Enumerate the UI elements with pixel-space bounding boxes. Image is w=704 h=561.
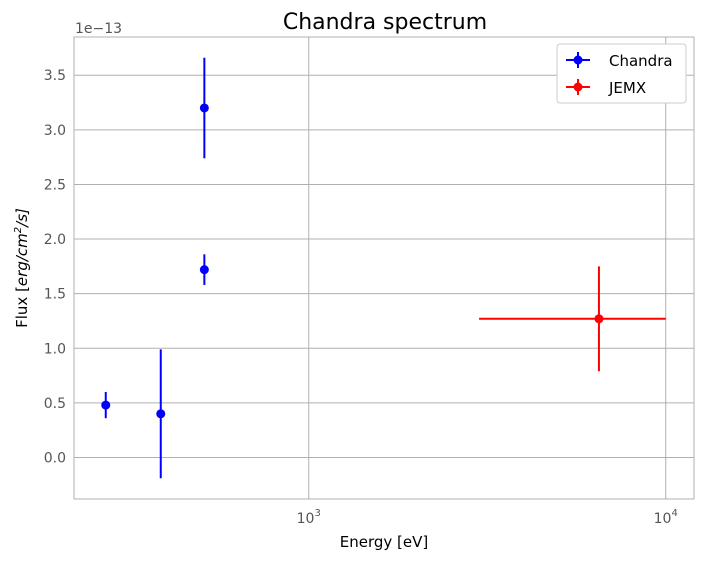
x-tick-exp: 3 [314, 508, 320, 519]
y-offset-label: 1e−13 [75, 21, 122, 37]
x-tick-exp: 4 [671, 508, 677, 519]
legend-box [556, 43, 687, 104]
plot-area: 103 104 0.00.51.01.52.02.53.03.5 [44, 36, 695, 527]
legend-marker-dot-chandra [573, 55, 583, 65]
y-tick-label: 2.5 [44, 177, 66, 193]
x-axis-label: Energy [eV] [340, 533, 428, 551]
x-tick-base: 10 [654, 511, 672, 527]
chart-title: Chandra spectrum [283, 10, 487, 35]
y-tick-label: 1.0 [44, 341, 66, 357]
y-axis-label: Flux [erg/cm2/s] [13, 208, 31, 328]
series-chandra [101, 57, 209, 479]
legend-label-jemx: JEMX [608, 79, 646, 97]
plot-frame [73, 36, 695, 500]
data-point [199, 103, 209, 113]
x-ticks: 103 104 [297, 508, 678, 527]
y-tick-label: 0.5 [44, 396, 66, 412]
y-axis-label-prefix: Flux [ [13, 286, 31, 328]
data-point [156, 409, 166, 419]
y-tick-label: 0.0 [44, 450, 66, 466]
y-axis-label-exp: 2 [13, 227, 24, 233]
x-tick-base: 10 [297, 511, 315, 527]
legend-marker-dot-jemx [573, 82, 583, 92]
y-axis-label-unit: erg/cm [13, 233, 31, 286]
y-tick-label: 2.0 [44, 232, 66, 248]
x-tick-label: 103 [297, 508, 321, 527]
series-jemx [479, 266, 666, 372]
legend-entry-jemx: JEMX [566, 79, 646, 97]
legend-entry-chandra: Chandra [566, 52, 673, 70]
x-tick-label: 104 [654, 508, 678, 527]
data-point [199, 265, 209, 275]
legend-label-chandra: Chandra [609, 52, 673, 70]
y-tick-label: 3.0 [44, 123, 66, 139]
y-tick-label: 3.5 [44, 68, 66, 84]
y-tick-label: 1.5 [44, 287, 66, 303]
data-point [594, 314, 604, 324]
grid-lines [74, 37, 694, 499]
y-ticks: 0.0 0.5 1.0 1.5 2.0 2.5 3.0 3.5 [44, 68, 66, 466]
data-series [101, 57, 666, 479]
legend: Chandra JEMX [556, 43, 687, 104]
data-point [101, 400, 111, 410]
y-axis-label-suffix: /s] [13, 208, 31, 229]
